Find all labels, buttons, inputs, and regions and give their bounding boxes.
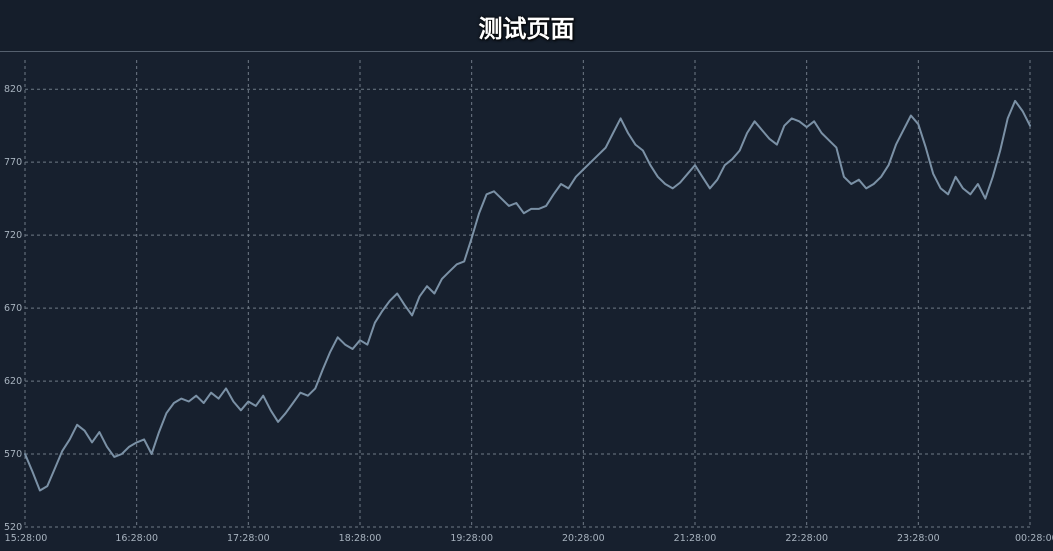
x-tick-label: 18:28:00	[339, 533, 382, 544]
x-tick-label: 19:28:00	[450, 533, 493, 544]
y-tick-label: 520	[4, 522, 22, 533]
y-tick-label: 620	[4, 376, 22, 387]
y-tick-label: 770	[4, 157, 22, 168]
series-line	[24, 99, 1031, 492]
x-tick-label: 15:28:00	[5, 533, 48, 544]
x-tick-label: 21:28:00	[674, 533, 717, 544]
header-bar: 测试页面	[0, 0, 1053, 52]
x-tick-label: 00:28:00	[1015, 533, 1053, 544]
x-tick-label: 17:28:00	[227, 533, 270, 544]
y-tick-label: 570	[4, 449, 22, 460]
y-tick-label: 820	[4, 84, 22, 95]
x-tick-label: 22:28:00	[785, 533, 828, 544]
x-tick-label: 16:28:00	[115, 533, 158, 544]
x-tick-label: 20:28:00	[562, 533, 605, 544]
y-tick-label: 670	[4, 303, 22, 314]
page-title: 测试页面	[478, 15, 575, 43]
x-tick-label: 23:28:00	[897, 533, 940, 544]
y-tick-label: 720	[4, 230, 22, 241]
